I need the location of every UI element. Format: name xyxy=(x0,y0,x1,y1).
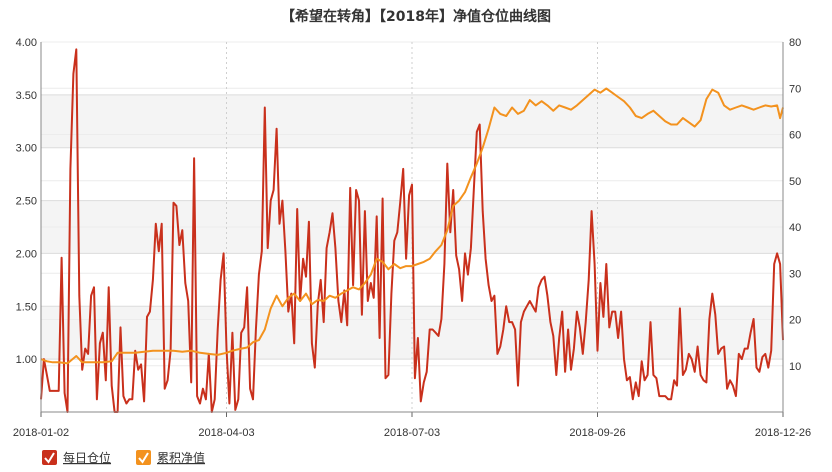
left-tick-label: 2.50 xyxy=(16,196,37,208)
x-tick-label: 2018-01-02 xyxy=(13,427,69,439)
legend-check-icon xyxy=(138,452,149,464)
x-axis-ticks: 2018-01-02 2018-04-03 2018-07-03 2018-09-26… xyxy=(13,412,811,439)
left-tick-label: 4.00 xyxy=(16,37,37,49)
right-axis-ticks: 10 20 30 40 50 60 70 80 xyxy=(789,37,801,373)
right-tick-label: 80 xyxy=(789,37,801,49)
legend-swatch[interactable] xyxy=(42,450,57,465)
x-tick-label: 2018-04-03 xyxy=(198,427,254,439)
right-tick-label: 20 xyxy=(789,315,801,327)
legend-swatch[interactable] xyxy=(136,450,151,465)
right-tick-label: 50 xyxy=(789,176,801,188)
legend-item-0[interactable]: 每日仓位 xyxy=(42,450,111,465)
legend[interactable]: 每日仓位 累积净值 xyxy=(42,450,205,465)
left-tick-label: 3.00 xyxy=(16,143,37,155)
legend-check-icon xyxy=(44,452,55,464)
x-tick-label: 2018-09-26 xyxy=(569,427,625,439)
series-line-0 xyxy=(40,48,784,413)
series-line-1 xyxy=(40,87,784,365)
left-axis-ticks: 1.00 1.50 2.00 2.50 3.00 3.50 4.00 xyxy=(16,37,37,366)
left-tick-label: 3.50 xyxy=(16,90,37,102)
left-tick-label: 2.00 xyxy=(16,248,37,260)
chart-title: 【希望在转角】【2018年】净值仓位曲线图 xyxy=(281,8,551,25)
legend-label[interactable]: 累积净值 xyxy=(157,450,205,465)
right-tick-label: 70 xyxy=(789,83,801,95)
legend-label[interactable]: 每日仓位 xyxy=(63,450,111,465)
legend-item-1[interactable]: 累积净值 xyxy=(136,450,205,465)
left-tick-label: 1.00 xyxy=(16,354,37,366)
plot-frame xyxy=(40,42,784,413)
right-tick-label: 30 xyxy=(789,268,801,280)
left-tick-label: 1.50 xyxy=(16,301,37,313)
right-tick-label: 40 xyxy=(789,222,801,234)
right-tick-label: 60 xyxy=(789,130,801,142)
series-group xyxy=(40,48,784,413)
x-tick-label: 2018-07-03 xyxy=(384,427,440,439)
right-tick-label: 10 xyxy=(789,361,801,373)
x-tick-label: 2018-12-26 xyxy=(755,427,811,439)
